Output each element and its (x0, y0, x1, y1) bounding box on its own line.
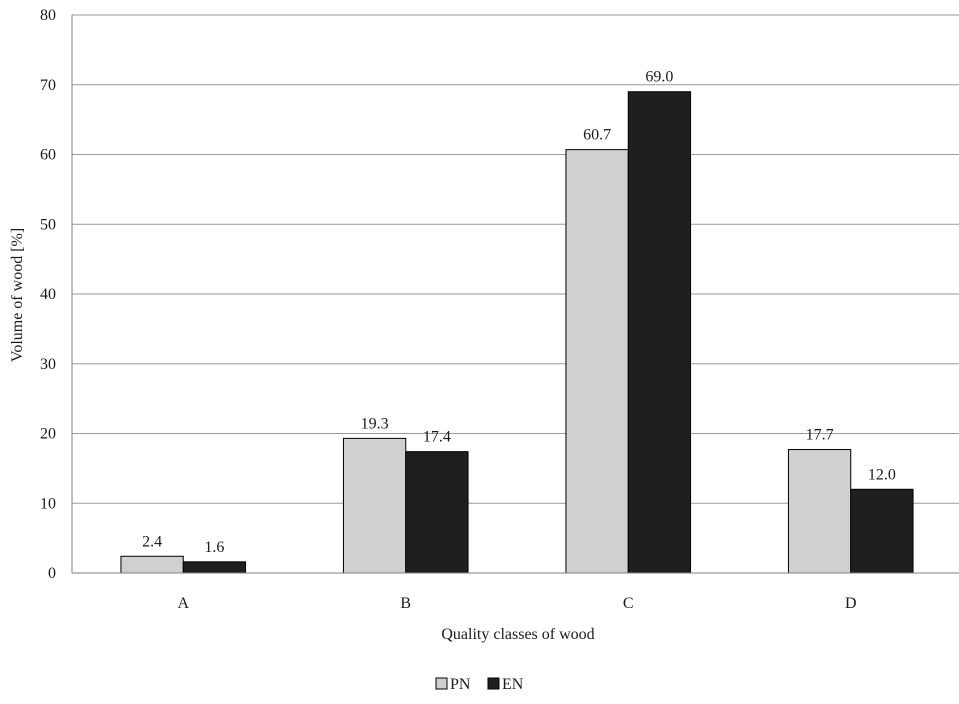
axes: 0 10 20 30 40 50 60 70 80 A B C D (40, 7, 959, 612)
y-tick-label: 50 (40, 216, 56, 233)
gridlines (72, 14, 959, 504)
bar-en-c (627, 91, 692, 574)
bar-pn-b (342, 437, 407, 574)
x-axis-title: Quality classes of wood (441, 626, 594, 643)
y-axis-title: Volume of wood [%] (9, 228, 26, 362)
bar-pn-a (120, 555, 184, 574)
bars (120, 91, 914, 574)
data-label: 17.7 (806, 427, 834, 444)
data-label: 60.7 (583, 127, 611, 144)
x-tick-label: B (400, 595, 411, 612)
bar-en-a (182, 561, 247, 574)
y-tick-label: 10 (40, 495, 56, 512)
data-label: 2.4 (142, 533, 162, 550)
legend-swatch-pn (435, 677, 448, 690)
x-tick-label: C (623, 595, 634, 612)
legend: PN EN (435, 676, 524, 693)
y-tick-label: 70 (40, 77, 56, 94)
x-tick-label: D (845, 595, 857, 612)
data-label: 69.0 (645, 69, 673, 86)
legend-label: PN (450, 676, 471, 693)
bar-en-b (405, 451, 469, 574)
data-label: 12.0 (868, 466, 896, 483)
data-label: 1.6 (204, 539, 224, 556)
data-label: 19.3 (361, 415, 389, 432)
x-tick-label: A (177, 595, 189, 612)
y-tick-label: 80 (40, 7, 56, 24)
bar-pn-d (787, 449, 852, 574)
data-label: 17.4 (423, 429, 451, 446)
y-tick-label: 60 (40, 147, 56, 164)
y-tick-label: 0 (48, 565, 56, 582)
bar-en-d (850, 488, 914, 574)
legend-label: EN (502, 676, 524, 693)
y-tick-label: 40 (40, 286, 56, 303)
bar-pn-c (565, 149, 629, 574)
legend-swatch-en (487, 677, 500, 690)
y-tick-label: 30 (40, 356, 56, 373)
data-labels: 2.4 1.6 19.3 17.4 60.7 69.0 17.7 12.0 (142, 69, 896, 556)
y-tick-label: 20 (40, 426, 56, 443)
